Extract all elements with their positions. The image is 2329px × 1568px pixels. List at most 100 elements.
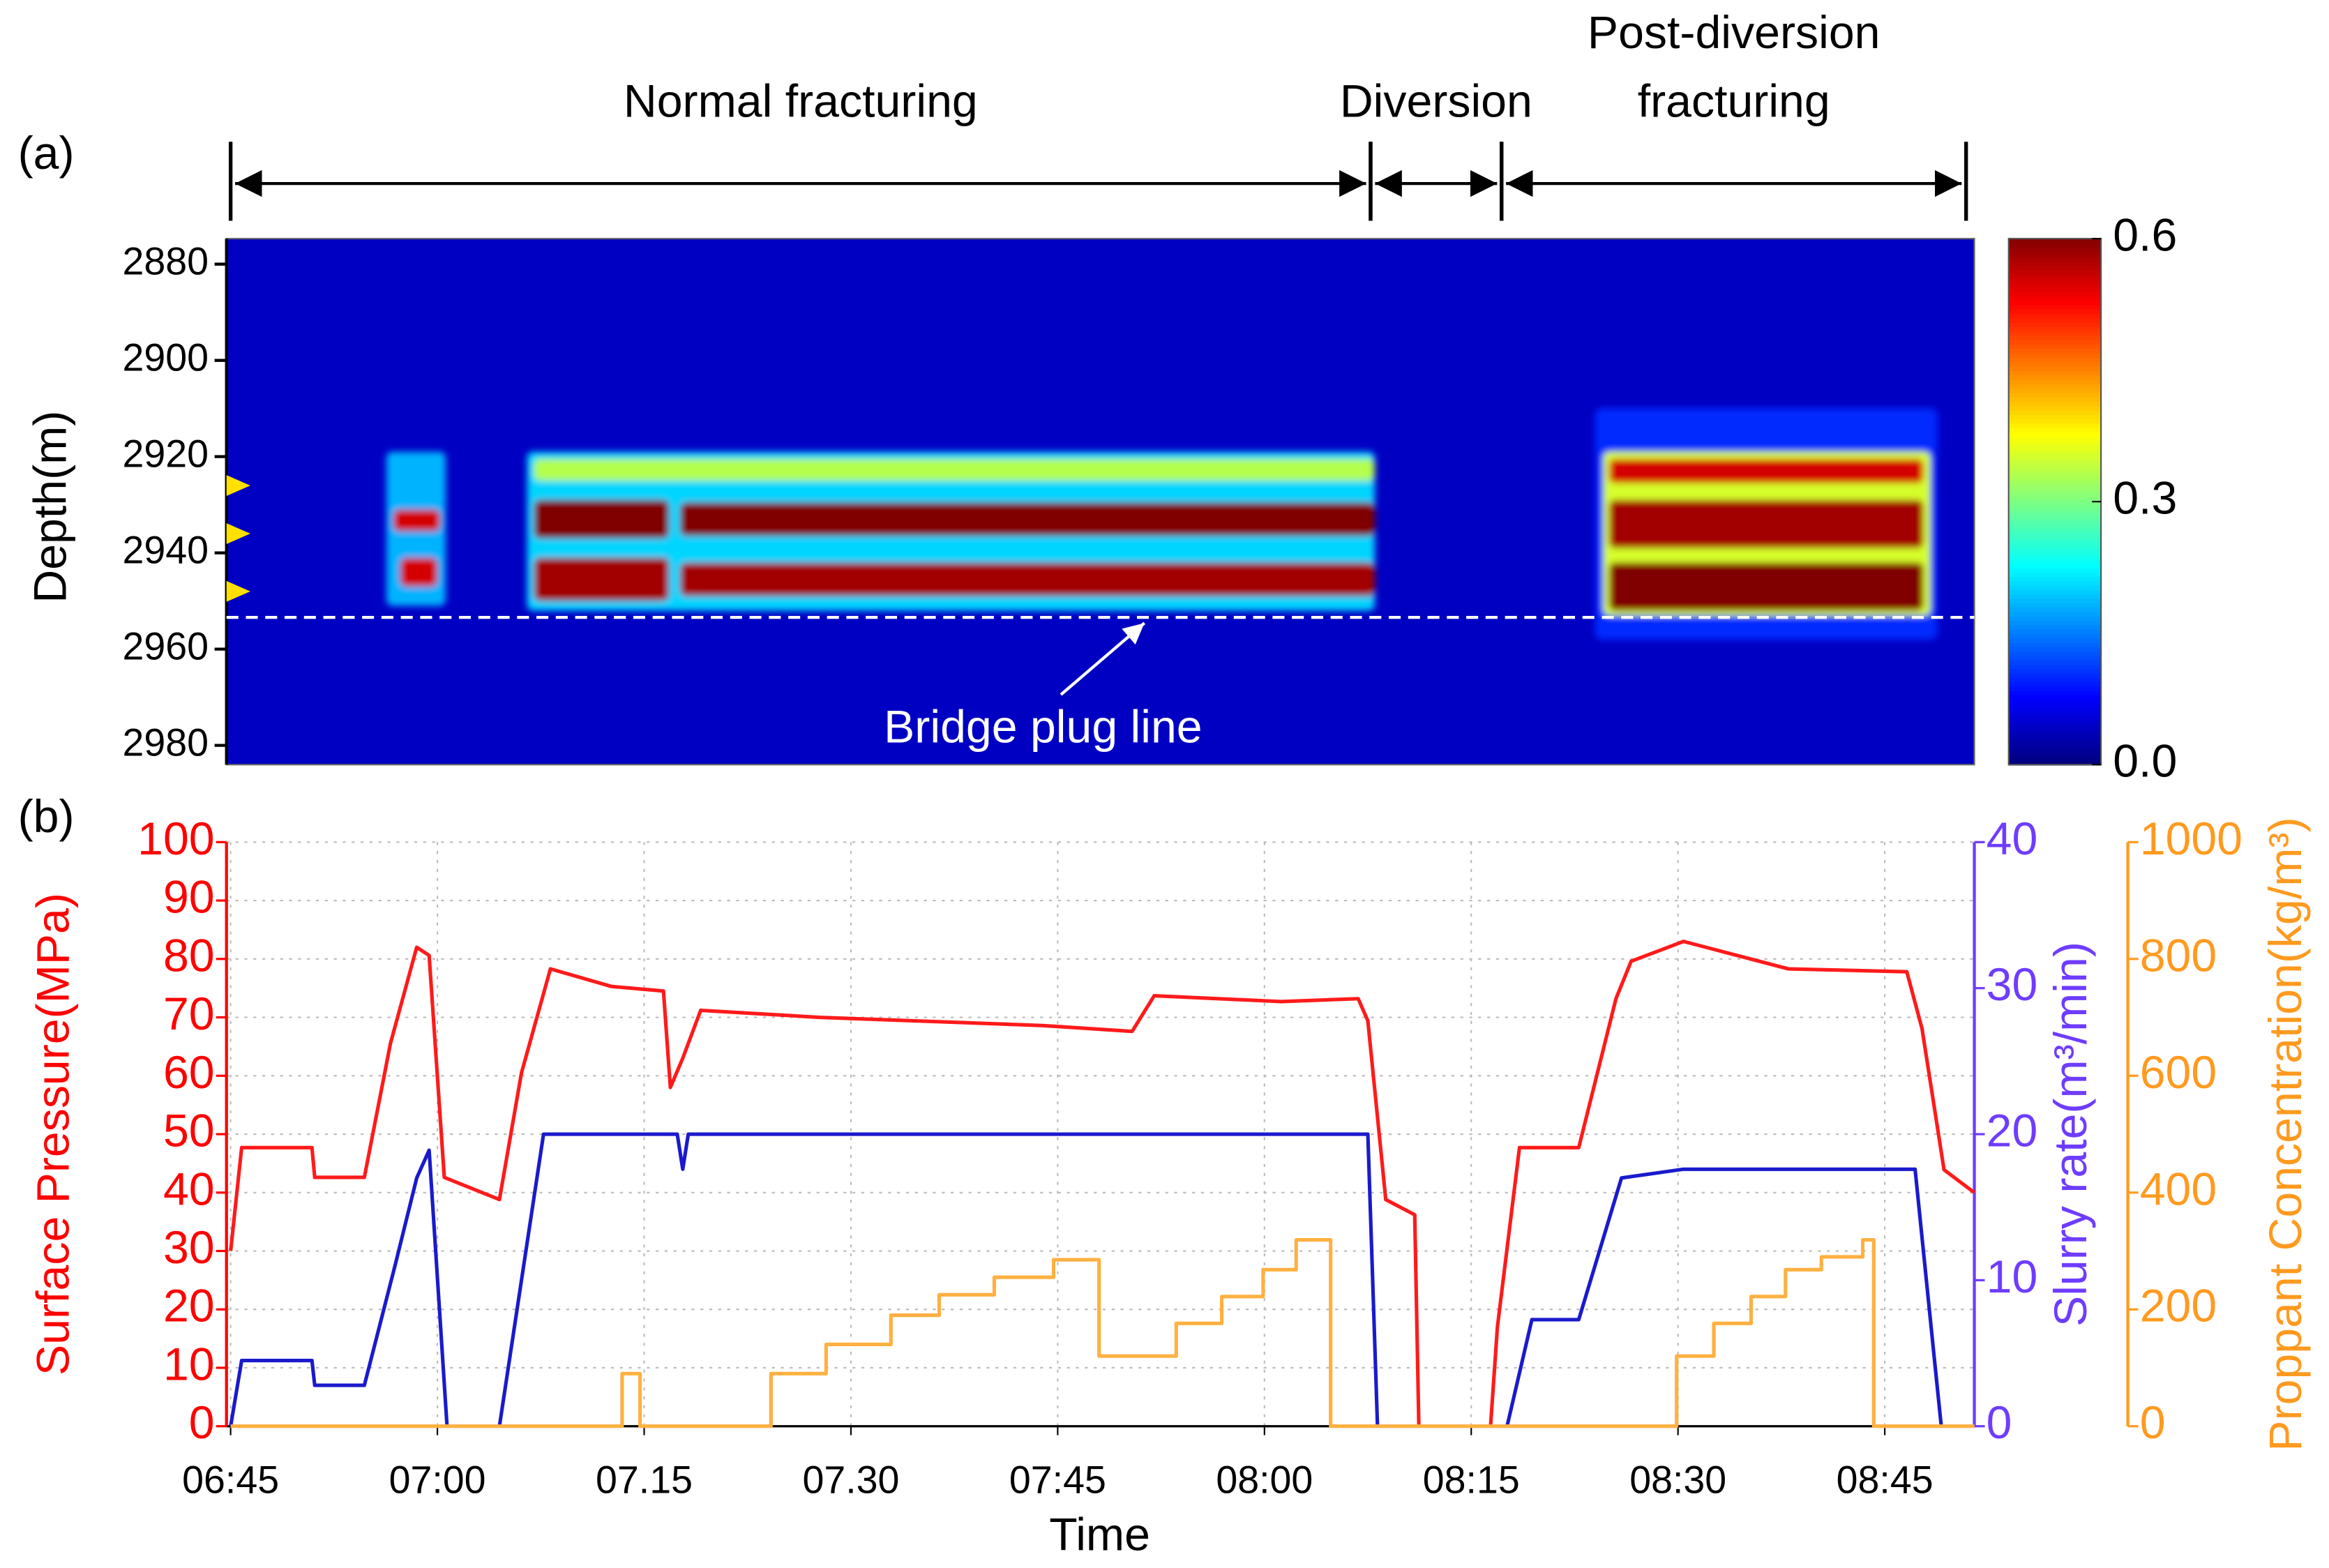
colorbar-swatch xyxy=(2008,471,2102,476)
colorbar-swatch xyxy=(2008,506,2102,512)
x-tick-label: 08:00 xyxy=(1216,1458,1313,1502)
colorbar-swatch xyxy=(2008,374,2102,380)
y-tick-label: 1000 xyxy=(2140,813,2243,865)
y-tick-label: 10 xyxy=(1987,1251,2038,1303)
perforation-marker xyxy=(226,580,250,602)
y-tick-label: 2920 xyxy=(123,432,209,475)
colorbar-swatch xyxy=(2008,734,2102,739)
phase-label: Post-diversion xyxy=(1588,7,1880,59)
colorbar-swatch xyxy=(2008,462,2102,468)
y-tick-label: 2940 xyxy=(123,528,209,571)
colorbar-swatch xyxy=(2008,694,2102,700)
colorbar-swatch xyxy=(2008,300,2102,306)
phase-label: Diversion xyxy=(1340,75,1532,127)
colorbar-swatch xyxy=(2008,650,2102,656)
colorbar-swatch xyxy=(2008,423,2102,428)
y-tick-label: 2880 xyxy=(123,239,209,282)
colorbar-swatch xyxy=(2008,598,2102,603)
colorbar-swatch xyxy=(2008,317,2102,323)
colorbar-swatch xyxy=(2008,312,2102,319)
colorbar-swatch xyxy=(2008,703,2102,709)
colorbar-swatch xyxy=(2008,760,2102,766)
heatmap-cells xyxy=(386,408,1938,640)
panel-a: 2880 2900 2920 2940 2960 2980 0.0 0.3 0.6 Normal … xyxy=(123,7,2178,787)
colorbar-swatch xyxy=(2008,458,2102,463)
colorbar-swatch xyxy=(2008,646,2102,652)
colorbar-swatch xyxy=(2008,668,2102,674)
colorbar-swatch xyxy=(2008,343,2102,349)
colorbar-swatch xyxy=(2008,576,2102,582)
heatmap-cell xyxy=(679,562,1375,596)
colorbar-swatch xyxy=(2008,711,2102,718)
y-tick-label: 600 xyxy=(2140,1047,2217,1099)
colorbar-swatch xyxy=(2008,264,2102,271)
y-axis-label: Depth(m) xyxy=(24,411,76,603)
panel-label: (b) xyxy=(18,791,75,843)
y-tick-label: 400 xyxy=(2140,1163,2217,1215)
colorbar-swatch xyxy=(2008,278,2102,284)
colorbar-swatch xyxy=(2008,479,2102,485)
colorbar-swatch xyxy=(2008,655,2102,661)
colorbar-swatch xyxy=(2008,677,2102,683)
colorbar-swatch xyxy=(2008,492,2102,499)
colorbar-swatch xyxy=(2008,287,2102,292)
colorbar-swatch xyxy=(2008,453,2102,459)
colorbar-swatch xyxy=(2008,725,2102,731)
colorbar-swatch xyxy=(2008,418,2102,424)
y-tick-label: 2980 xyxy=(123,721,209,764)
y-tick-label: 20 xyxy=(1987,1106,2038,1157)
y-tick-label: 20 xyxy=(163,1281,215,1332)
colorbar-swatch xyxy=(2008,365,2102,371)
colorbar-swatch xyxy=(2008,536,2102,543)
colorbar-swatch xyxy=(2008,519,2102,525)
y-tick-label: 100 xyxy=(137,813,214,865)
colorbar-swatch xyxy=(2008,681,2102,687)
y-tick-label: 40 xyxy=(163,1163,215,1215)
colorbar-swatch xyxy=(2008,541,2102,547)
colorbar-swatch xyxy=(2008,448,2102,455)
colorbar-swatch xyxy=(2008,510,2102,516)
colorbar-swatch xyxy=(2008,721,2102,726)
colorbar-swatch xyxy=(2008,558,2102,564)
heatmap-cell xyxy=(534,557,670,601)
colorbar-swatch xyxy=(2008,475,2102,481)
colorbar-swatch xyxy=(2008,532,2102,538)
phase-label: Normal fracturing xyxy=(624,75,978,127)
colorbar-swatch xyxy=(2008,414,2102,420)
colorbar-swatch xyxy=(2008,550,2102,555)
colorbar-swatch xyxy=(2008,282,2102,288)
colorbar-swatch xyxy=(2008,619,2102,626)
colorbar-swatch xyxy=(2008,716,2102,722)
colorbar-swatch xyxy=(2008,247,2102,253)
series-line xyxy=(229,1132,1943,1427)
colorbar-swatch xyxy=(2008,295,2102,301)
x-tick-label: 07:00 xyxy=(389,1458,486,1502)
colorbar-swatch xyxy=(2008,308,2102,315)
colorbar-swatch xyxy=(2008,431,2102,437)
colorbar-swatch xyxy=(2008,392,2102,398)
y-tick-label: 60 xyxy=(163,1047,215,1099)
y-tick-label: 70 xyxy=(163,988,215,1040)
colorbar-swatch xyxy=(2008,585,2102,591)
colorbar-tick-label: 0.0 xyxy=(2113,736,2177,787)
colorbar-tick-label: 0.3 xyxy=(2113,473,2177,525)
colorbar-swatch xyxy=(2008,269,2102,275)
heatmap-cell xyxy=(393,509,441,532)
colorbar-swatch xyxy=(2008,686,2102,691)
y-tick-label: 800 xyxy=(2140,930,2217,981)
colorbar-swatch xyxy=(2008,580,2102,586)
colorbar-swatch xyxy=(2008,339,2102,345)
y-tick-label: 40 xyxy=(1987,813,2038,865)
colorbar-swatch xyxy=(2008,396,2102,402)
colorbar-swatch xyxy=(2008,304,2102,310)
colorbar-swatch xyxy=(2008,594,2102,599)
colorbar-swatch xyxy=(2008,642,2102,647)
colorbar-swatch xyxy=(2008,672,2102,678)
colorbar-swatch xyxy=(2008,523,2102,529)
colorbar-swatch xyxy=(2008,466,2102,472)
x-tick-label: 07.15 xyxy=(596,1458,693,1502)
colorbar-swatch xyxy=(2008,742,2102,748)
colorbar-swatch xyxy=(2008,602,2102,608)
colorbar-swatch xyxy=(2008,291,2102,297)
y-tick-label: 50 xyxy=(163,1106,215,1157)
